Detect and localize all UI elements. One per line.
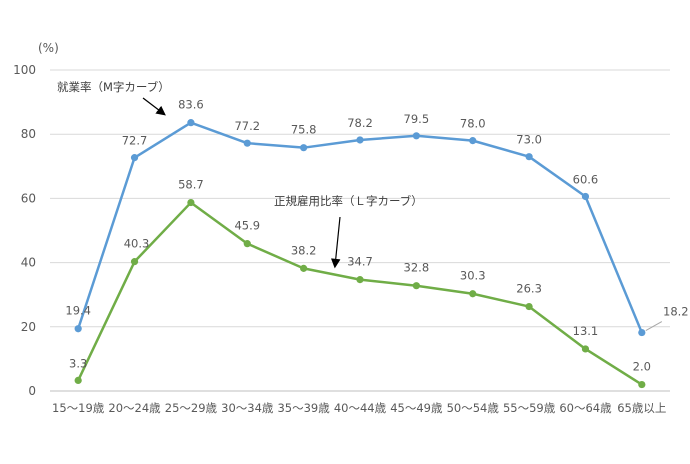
data-point <box>581 345 590 353</box>
data-point <box>525 153 533 161</box>
data-point <box>638 380 646 389</box>
data-label: 77.2 <box>234 119 260 133</box>
y-tick-label: 20 <box>21 320 36 334</box>
y-tick-label: 100 <box>13 63 36 77</box>
data-label: 3.3 <box>69 356 87 370</box>
l-curve-arrow <box>330 216 341 269</box>
data-point <box>300 144 308 152</box>
l-curve-annotation: 正規雇用比率（Ｌ字カーブ） <box>274 194 423 208</box>
data-label: 2.0 <box>633 360 651 374</box>
label-leader-line <box>645 321 663 332</box>
data-label: 45.9 <box>234 219 260 233</box>
data-label: 26.3 <box>516 282 542 296</box>
x-tick-label: 35～39歳 <box>277 401 330 415</box>
data-point <box>638 328 646 337</box>
data-point <box>581 192 590 201</box>
x-tick-label: 45～49歳 <box>390 401 443 415</box>
data-point <box>356 136 364 144</box>
x-tick-label: 50～54歳 <box>447 401 500 415</box>
x-tick-label: 20～24歳 <box>108 401 161 415</box>
data-label: 32.8 <box>404 261 430 275</box>
series-lines <box>74 119 646 389</box>
data-label: 19.4 <box>65 304 91 318</box>
x-tick-label: 30～34歳 <box>221 401 274 415</box>
data-labels: 19.4 72.7 83.6 77.2 75.8 78.2 79.5 78.0 73.0 60.6… <box>65 98 688 374</box>
gridlines <box>50 69 670 392</box>
x-tick-label: 60～64歳 <box>559 401 612 415</box>
m-curve-annotation: 就業率（M字カーブ） <box>57 80 170 94</box>
data-point <box>243 139 251 147</box>
y-tick-label: 40 <box>21 256 36 270</box>
x-tick-label: 15～19歳 <box>52 401 105 415</box>
data-point <box>356 276 364 284</box>
data-label: 34.7 <box>347 255 373 269</box>
data-label: 13.1 <box>573 324 599 338</box>
data-point <box>300 264 308 272</box>
data-label: 78.0 <box>460 117 486 131</box>
y-unit-label: (%) <box>38 41 59 55</box>
y-tick-label: 60 <box>21 191 36 205</box>
x-tick-label: 40～44歳 <box>334 401 387 415</box>
m-curve-arrow <box>142 97 166 116</box>
axes: 0 20 40 60 80 100 15～19歳 20～24歳 25～29歳 30～34歳 35～3… <box>13 63 666 415</box>
series-line-regular-employment-ratio <box>77 201 643 386</box>
data-point <box>130 258 139 266</box>
data-label: 18.2 <box>663 305 689 319</box>
y-tick-label: 80 <box>21 127 36 141</box>
data-label: 38.2 <box>291 243 317 257</box>
data-label: 73.0 <box>516 133 542 147</box>
data-point <box>74 325 82 333</box>
data-label: 83.6 <box>178 98 204 112</box>
data-point <box>243 240 251 248</box>
data-label: 79.5 <box>404 112 430 126</box>
y-tick-label: 0 <box>28 384 36 398</box>
data-point <box>187 119 195 127</box>
data-point <box>525 302 533 311</box>
x-tick-label: 55～59歳 <box>503 401 556 415</box>
data-label: 78.2 <box>347 116 373 130</box>
data-point <box>74 376 82 385</box>
data-label: 30.3 <box>460 269 486 283</box>
data-label: 60.6 <box>573 172 599 186</box>
x-tick-label: 25～29歳 <box>165 401 218 415</box>
data-point <box>469 290 477 298</box>
data-label: 75.8 <box>291 123 317 137</box>
data-label: 72.7 <box>122 134 148 148</box>
data-point <box>412 282 420 290</box>
data-label: 40.3 <box>124 237 150 251</box>
x-tick-label: 65歳以上 <box>617 401 666 415</box>
data-point <box>187 198 195 207</box>
data-point <box>130 154 139 162</box>
data-point <box>469 137 477 145</box>
data-point <box>412 132 420 140</box>
data-label: 58.7 <box>178 178 204 192</box>
series-line-employment-rate <box>76 121 643 334</box>
